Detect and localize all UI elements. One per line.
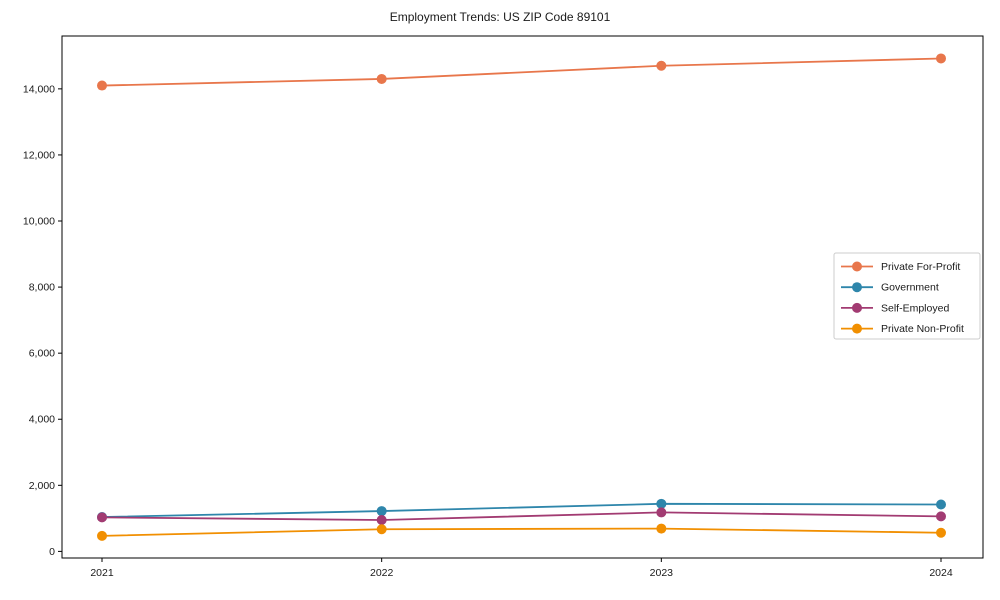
data-point — [936, 499, 946, 510]
y-tick-label: 10,000 — [23, 216, 55, 228]
data-point — [936, 53, 946, 64]
legend: Private For-Profit Government Self-Employe… — [833, 252, 981, 340]
data-point — [376, 524, 387, 535]
data-point — [97, 512, 107, 523]
legend-marker — [852, 261, 862, 272]
legend-label: Private For-Profit — [881, 261, 960, 273]
legend-item: Government — [841, 282, 939, 294]
legend-marker — [852, 302, 862, 313]
y-tick-label: 8,000 — [29, 282, 55, 294]
legend-marker — [852, 323, 862, 334]
x-tick-label: 2024 — [929, 567, 953, 579]
y-tick-label: 12,000 — [23, 149, 55, 161]
legend-item: Self-Employed — [841, 302, 949, 314]
legend-label: Private Non-Profit — [881, 323, 964, 335]
data-point — [656, 507, 667, 518]
legend-item: Private Non-Profit — [841, 323, 964, 335]
data-point — [656, 498, 667, 509]
legend-marker — [852, 282, 862, 293]
series-private-for-profit — [97, 53, 946, 91]
series-self-employed — [97, 507, 946, 526]
data-series — [97, 53, 946, 541]
axes: 0 2,000 4,000 6,000 8,000 10,000 12,000 14,000 2… — [23, 35, 984, 579]
plot-area — [61, 35, 984, 559]
y-tick-label: 4,000 — [29, 414, 55, 426]
data-point — [656, 523, 667, 534]
x-tick-label: 2022 — [370, 567, 394, 579]
y-tick-label: 6,000 — [29, 348, 55, 360]
y-tick-label: 2,000 — [29, 480, 55, 492]
legend-item: Private For-Profit — [841, 261, 960, 273]
data-point — [97, 80, 107, 91]
data-point — [97, 530, 107, 541]
legend-box — [833, 252, 981, 340]
x-tick-label: 2023 — [650, 567, 674, 579]
legend-label: Government — [881, 282, 939, 294]
x-tick-label: 2021 — [90, 567, 114, 579]
data-point — [376, 515, 387, 526]
series-private-non-profit — [97, 523, 946, 541]
series-line — [101, 527, 942, 537]
series-line — [101, 57, 942, 87]
legend-label: Self-Employed — [881, 302, 949, 314]
series-line — [101, 502, 942, 518]
series-line — [101, 511, 942, 521]
y-tick-label: 14,000 — [23, 83, 55, 95]
data-point — [376, 73, 387, 84]
data-point — [936, 527, 946, 538]
y-tick-label: 0 — [49, 546, 55, 558]
data-point — [936, 511, 946, 522]
data-point — [656, 60, 667, 71]
chart-title: Employment Trends: US ZIP Code 89101 — [390, 10, 611, 24]
data-point — [376, 506, 387, 517]
